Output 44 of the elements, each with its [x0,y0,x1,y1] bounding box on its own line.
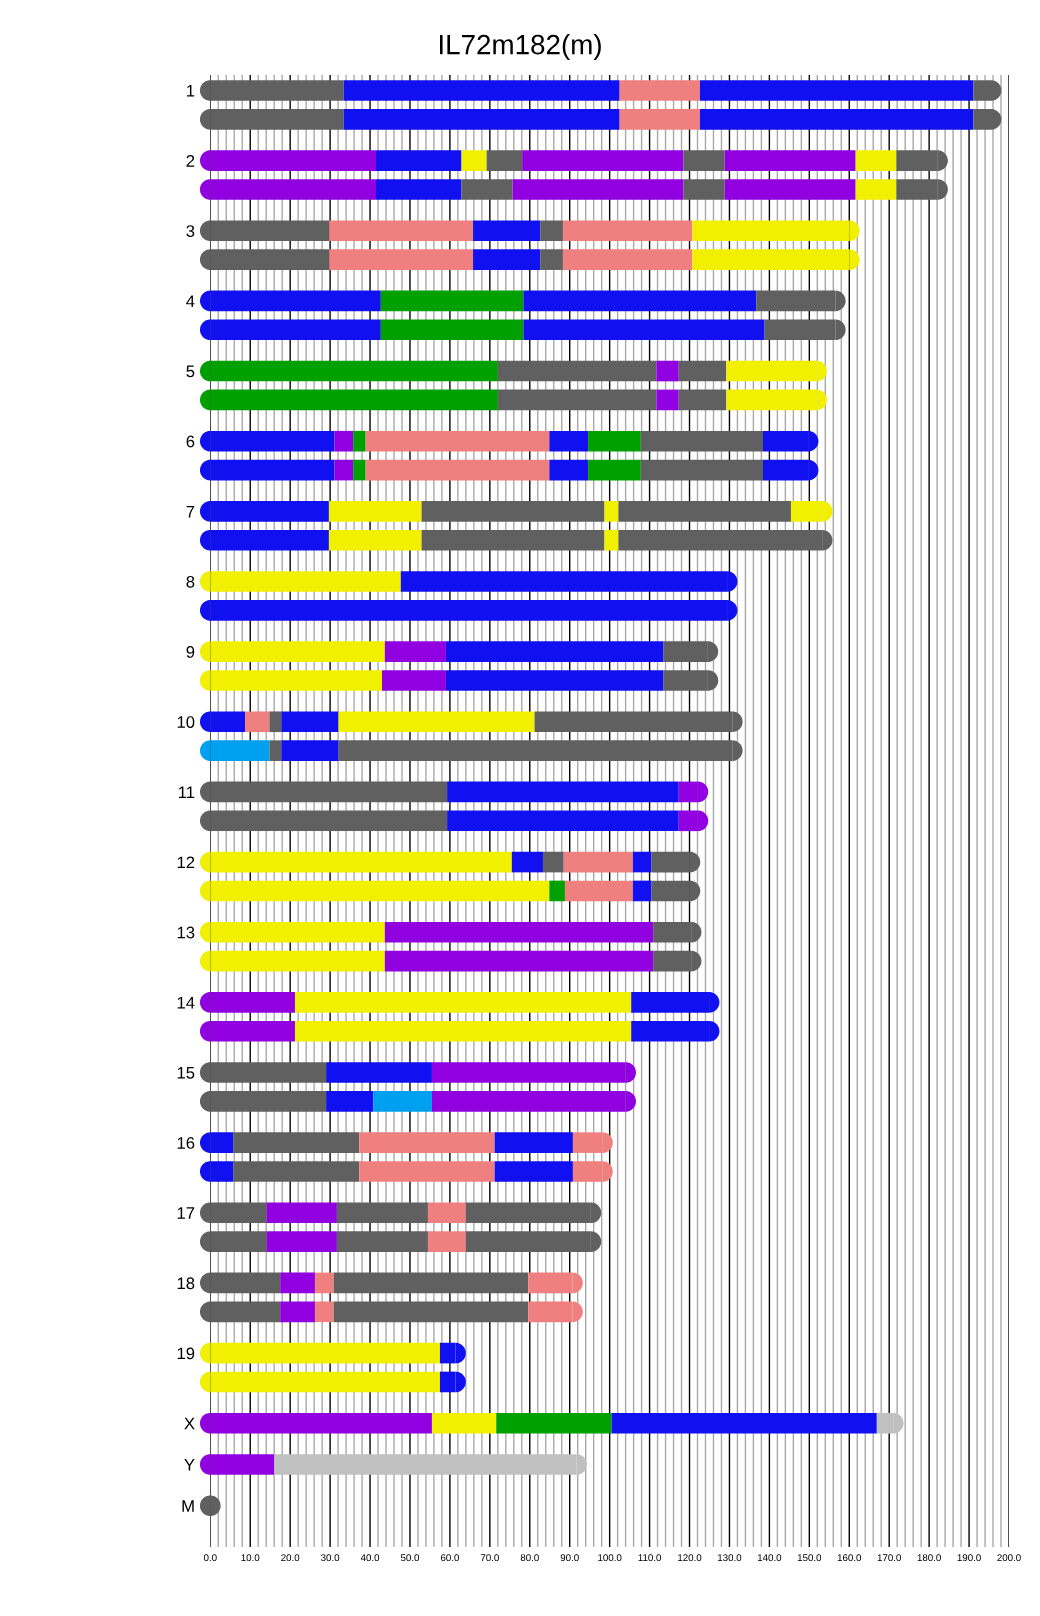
y-tick-label: 4 [186,295,195,307]
y-tick-label: 8 [186,575,195,588]
x-tick-label: 90.0 [560,1554,579,1562]
x-tick-label: 100.0 [598,1554,622,1562]
x-tick-label: 0.0 [203,1554,217,1562]
y-tick-label: 9 [186,646,195,658]
x-tick-label: 130.0 [718,1554,742,1562]
x-tick-label: 70.0 [480,1554,499,1562]
x-tick-label: 200.0 [997,1554,1021,1562]
y-tick-label: 16 [177,1137,195,1149]
y-tick-label: 17 [177,1207,195,1219]
chart-title: IL72m182(m) [439,34,601,60]
x-tick-label: 150.0 [797,1554,822,1562]
y-tick-label: 13 [177,926,195,939]
x-tick-label: 190.0 [957,1554,981,1562]
y-tick-label: 15 [177,1067,195,1079]
y-tick-label: 1 [187,85,195,97]
y-tick-label: 14 [177,996,195,1009]
y-tick-label: 3 [186,225,195,237]
x-tick-label: 160.0 [837,1554,862,1562]
x-tick-label: 40.0 [360,1554,380,1562]
y-tick-label: 6 [186,435,195,448]
y-tick-label: 19 [177,1347,195,1360]
x-tick-label: 10.0 [241,1554,260,1562]
x-tick-label: 140.0 [757,1554,782,1562]
y-tick-label: X [184,1417,195,1430]
x-tick-label: 30.0 [321,1554,340,1562]
y-tick-label: 10 [177,716,195,728]
x-tick-label: 170.0 [877,1554,901,1562]
y-tick-label: 7 [186,505,195,518]
y-tick-label: 2 [186,155,195,167]
y-tick-label: Y [184,1459,195,1471]
y-tick-label: 18 [177,1277,195,1290]
x-tick-label: 80.0 [520,1554,539,1562]
x-tick-label: 110.0 [638,1554,662,1562]
y-tick-label: 12 [177,856,195,869]
y-tick-label: 11 [178,786,195,798]
x-tick-label: 60.0 [440,1554,459,1562]
y-tick-label: 5 [186,365,195,378]
x-tick-label: 120.0 [678,1554,702,1562]
x-tick-label: 180.0 [917,1554,941,1562]
x-tick-label: 20.0 [281,1554,300,1562]
y-tick-label: M [182,1500,194,1512]
x-tick-label: 50.0 [400,1554,420,1562]
